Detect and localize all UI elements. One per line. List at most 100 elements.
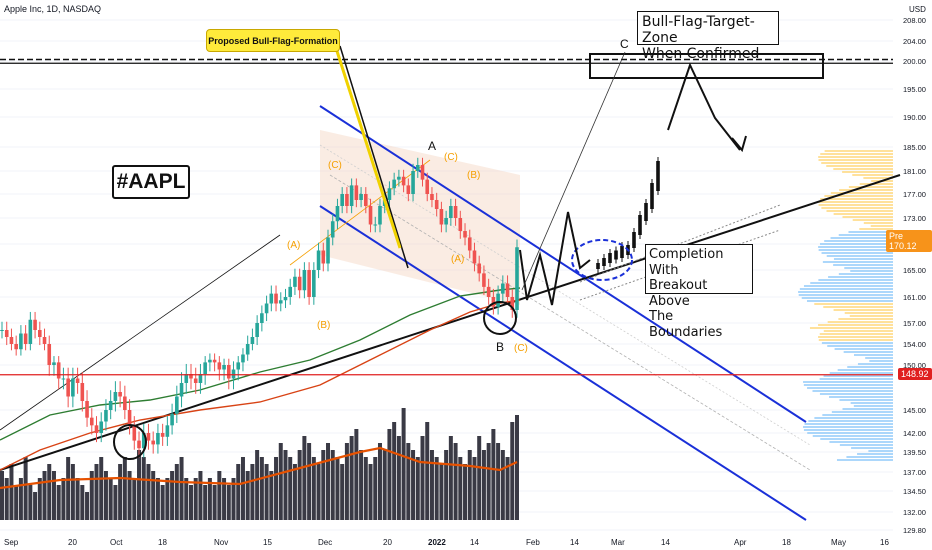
x-tick-label: Nov [214, 538, 228, 547]
volume-bar [515, 415, 519, 520]
volume-profile-bar [814, 303, 893, 305]
y-tick-label: 157.00 [903, 319, 926, 328]
volume-bar [222, 478, 227, 520]
x-tick-label: Feb [526, 538, 540, 547]
support-trendline [0, 174, 901, 471]
volume-bar [401, 408, 406, 520]
candle [160, 433, 165, 437]
candle [250, 337, 255, 344]
candle [302, 270, 307, 291]
volume-bar [99, 457, 104, 520]
x-tick-label: 18 [158, 538, 167, 547]
volume-bar [439, 464, 444, 520]
y-tick-label: 173.00 [903, 214, 926, 223]
volume-profile-bar [821, 162, 893, 164]
candle [501, 283, 505, 294]
y-tick-label: 195.00 [903, 85, 926, 94]
volume-profile-bar [859, 183, 893, 185]
candle [453, 206, 458, 218]
horizontal-levels [0, 58, 893, 376]
y-tick-label: 177.00 [903, 190, 926, 199]
candle [113, 392, 118, 401]
x-tick-label: 14 [470, 538, 479, 547]
volume-bar [340, 464, 345, 520]
candle [61, 378, 66, 380]
wave-label: (A) [451, 254, 464, 265]
wave-label: (C) [328, 160, 342, 171]
volume-bar [377, 443, 382, 520]
candle [127, 410, 132, 426]
volume-bar [292, 464, 297, 520]
volume-profile-bar [829, 441, 893, 443]
candle [47, 344, 52, 365]
flag-area [320, 130, 520, 305]
volume-profile-bar [847, 366, 893, 368]
pre-price-tag: Pre 170.12 [886, 229, 932, 252]
candle [477, 263, 482, 274]
volume-bar [500, 450, 505, 520]
candle [420, 165, 425, 180]
target-zone-line-1: Bull-Flag-Target-Zone [642, 14, 755, 46]
volume-profile-bar [826, 210, 893, 212]
volume-profile-bar [868, 450, 893, 452]
volume-bar [448, 436, 453, 520]
candle [66, 378, 70, 397]
candle [274, 293, 278, 304]
volume-bar [9, 464, 14, 520]
volume-profile-bar [801, 297, 893, 299]
volume-bar [411, 450, 416, 520]
candle [297, 276, 302, 291]
candle [42, 337, 47, 344]
x-tick-label: Sep [4, 538, 19, 547]
candle [491, 297, 496, 307]
volume-profile-bar [803, 429, 893, 431]
candle [288, 286, 293, 297]
volume-bar [481, 450, 486, 520]
volume-bar [491, 429, 496, 520]
volume-profile-bar [833, 264, 893, 266]
candle [401, 176, 406, 186]
target-zone-line-2: When Confirmed [642, 46, 760, 62]
wave-label: (A) [287, 240, 300, 251]
candle [179, 383, 184, 397]
volume-bar [510, 422, 515, 520]
x-tick-label: 14 [570, 538, 579, 547]
volume-bar [240, 457, 245, 520]
candle [373, 224, 378, 226]
volume-profile-bar [850, 270, 893, 272]
volume-profile-bar [852, 219, 893, 221]
candle [217, 362, 222, 370]
candle [0, 330, 4, 331]
volume-profile-bar [810, 282, 893, 284]
candle [434, 200, 439, 209]
volume-profile-bar [851, 447, 893, 449]
y-tick-label: 150.00 [903, 361, 926, 370]
channel-upper [319, 105, 807, 423]
candle [137, 440, 141, 449]
volume-bar [231, 478, 236, 520]
candle [425, 179, 430, 194]
volume-profile-bar [842, 408, 893, 410]
wave-label: (B) [467, 170, 480, 181]
volume-profile-bar [821, 207, 893, 209]
y-tick-label: 132.00 [903, 508, 926, 517]
volume-bars [0, 408, 519, 520]
candle [222, 365, 226, 370]
candle [392, 179, 396, 189]
volume-profile-bar [798, 294, 893, 296]
candle [99, 421, 104, 433]
volume-profile-bar [830, 237, 893, 239]
volume-bar [203, 485, 208, 520]
candle [496, 293, 500, 307]
channel-mid [329, 174, 811, 471]
candle [596, 263, 600, 269]
candle [345, 194, 349, 206]
candle [264, 303, 269, 314]
volume-profile-bar [803, 381, 893, 383]
volume-profile-bar [818, 201, 893, 203]
volume-bar [321, 450, 326, 520]
y-tick-label: 161.00 [903, 293, 926, 302]
candle [123, 396, 127, 410]
candle [510, 297, 515, 310]
